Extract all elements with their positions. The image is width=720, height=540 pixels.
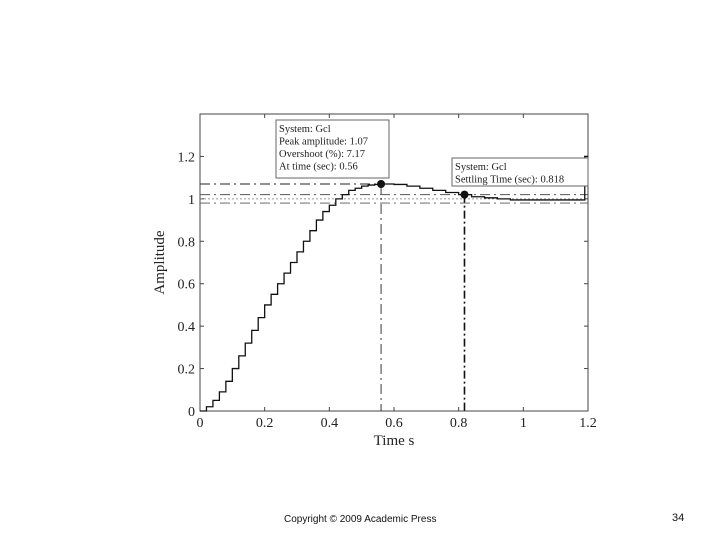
datatip-0-line-3: At time (sec): 0.56 [279,162,358,173]
datatip-1-line-0: System: Gcl [455,162,507,173]
datatip-0-line-1: Peak amplitude: 1.07 [279,137,368,148]
y-tick-label-3: 0.6 [178,278,196,293]
y-tick-label-6: 1.2 [178,150,196,165]
x-tick-label-5: 1 [520,416,527,431]
x-tick-label-2: 0.4 [321,416,339,431]
datatip-marker-1 [460,190,469,199]
x-axis-label: Time s [374,433,415,449]
y-axis-label: Amplitude [152,230,168,295]
x-tick-label-0: 0 [197,416,204,431]
y-tick-label-2: 0.4 [178,320,196,335]
datatip-box-0 [275,119,390,179]
x-tick-label-4: 0.8 [450,416,468,431]
response-series-0 [200,155,588,412]
datatip-0-line-0: System: Gcl [279,124,331,135]
plot-area: 0 0.2 0.4 0.6 0.8 1 1.2 0 0.2 0.4 0.6 0.8 1 1.2 Time s… [152,113,597,449]
datatip-box-1 [451,157,589,187]
x-tick-label-3: 0.6 [385,416,403,431]
copyright-text: Copyright © 2009 Academic Press [284,514,437,525]
x-tick-label-6: 1.2 [579,416,597,431]
y-tick-label-0: 0 [188,405,195,420]
y-tick-label-4: 0.8 [178,235,196,250]
x-tick-label-1: 0.2 [256,416,274,431]
datatip-marker-0 [377,180,386,189]
y-tick-label-1: 0.2 [178,363,196,378]
datatip-1-line-1: Settling Time (sec): 0.818 [455,175,564,186]
y-tick-label-5: 1 [188,193,195,208]
page-number: 34 [672,512,685,524]
datatip-0-line-2: Overshoot (%): 7.17 [279,149,365,160]
